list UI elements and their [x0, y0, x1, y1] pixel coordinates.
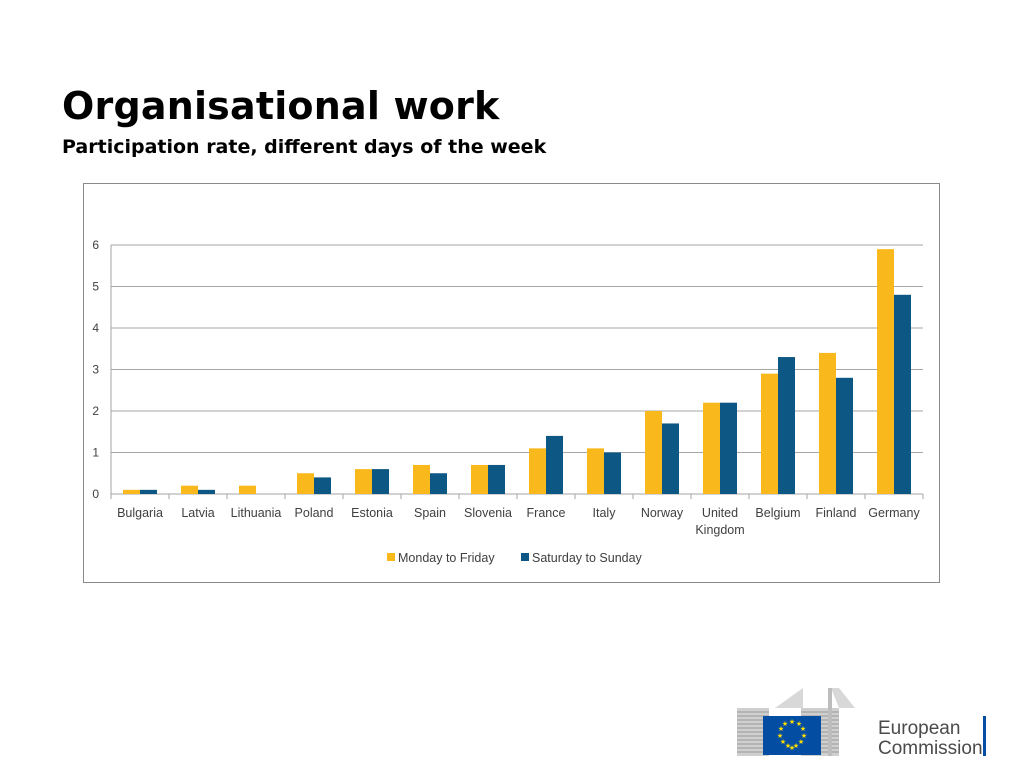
- bar-weekday: [297, 473, 314, 494]
- x-tick-label: Belgium: [755, 506, 800, 520]
- svg-text:★: ★: [777, 732, 783, 740]
- svg-text:★: ★: [789, 718, 795, 726]
- x-tick-label: Norway: [641, 506, 684, 520]
- legend-swatch: [387, 553, 395, 561]
- y-tick-label: 2: [92, 404, 99, 418]
- svg-text:★: ★: [800, 725, 806, 733]
- svg-text:★: ★: [796, 720, 802, 728]
- bar-weekday: [413, 464, 430, 494]
- bar-weekend: [894, 294, 911, 494]
- logo-text-commission: Commission: [878, 738, 983, 759]
- bar-weekend: [778, 357, 795, 494]
- svg-text:★: ★: [798, 738, 804, 746]
- svg-text:★: ★: [785, 742, 791, 750]
- bar-chart: 0 1 2 3 4 5 6 Bulgaria Latvia Lithuania Poland Esto…: [92, 238, 924, 565]
- chart-frame: 0 1 2 3 4 5 6 Bulgaria Latvia Lithuania Poland Esto…: [83, 183, 940, 583]
- eu-flag-icon: [763, 716, 821, 755]
- x-tick-label: Italy: [593, 506, 617, 520]
- bar-weekday: [471, 464, 488, 494]
- bar-weekend: [662, 423, 679, 494]
- y-tick-label: 0: [92, 487, 99, 501]
- bar-weekday: [587, 448, 604, 494]
- bar-weekend: [372, 469, 389, 494]
- legend-label: Monday to Friday: [398, 551, 495, 565]
- x-tick-label: Lithuania: [231, 506, 282, 520]
- x-tick-label: Slovenia: [464, 506, 512, 520]
- bar-weekend: [836, 377, 853, 494]
- bar-weekend: [430, 473, 447, 494]
- x-tick-label: Spain: [414, 506, 446, 520]
- ec-building-icon: ★ ★★ ★★★ ★★★ ★★★: [737, 688, 855, 756]
- bar-weekend: [314, 477, 331, 494]
- svg-text:★: ★: [778, 725, 784, 733]
- page-subtitle: Participation rate, different days of th…: [62, 136, 547, 158]
- bar-weekday: [123, 489, 140, 494]
- page-title: Organisational work: [62, 84, 500, 128]
- x-tick-label: Finland: [816, 506, 857, 520]
- y-tick-label: 4: [92, 321, 99, 335]
- svg-text:★: ★: [793, 742, 799, 750]
- x-tick-label: Latvia: [181, 506, 214, 520]
- svg-text:★: ★: [789, 744, 795, 752]
- bar-weekend: [720, 402, 737, 494]
- bar-weekday: [239, 485, 256, 494]
- bar-weekend: [198, 489, 215, 494]
- x-tick-label: Bulgaria: [117, 506, 163, 520]
- bar-weekend: [546, 435, 563, 494]
- bar-weekday: [529, 448, 546, 494]
- logo-text-european: European: [878, 718, 961, 739]
- logo-divider: [983, 716, 986, 756]
- bar-weekday: [703, 402, 720, 494]
- bar-weekday: [819, 352, 836, 494]
- european-commission-logo: ★ ★ ★ ★ ★ ★ ★ ★ ★ ★ ★ ★ European Commission: [735, 686, 995, 760]
- x-tick-label: France: [527, 506, 566, 520]
- y-tick-label: 6: [92, 238, 99, 252]
- x-tick-label: Germany: [868, 506, 920, 520]
- svg-text:★: ★: [780, 738, 786, 746]
- bar-weekday: [761, 373, 778, 494]
- bar-weekend: [488, 464, 505, 494]
- bar-weekday: [181, 485, 198, 494]
- bar-weekday: [877, 249, 894, 494]
- legend-label: Saturday to Sunday: [532, 551, 643, 565]
- bar-weekday: [645, 411, 662, 494]
- x-tick-label: United Kingdom: [695, 506, 744, 537]
- x-tick-label: Estonia: [351, 506, 393, 520]
- y-tick-label: 1: [92, 446, 99, 460]
- y-tick-label: 5: [92, 280, 99, 294]
- legend-swatch: [521, 553, 529, 561]
- y-tick-label: 3: [92, 363, 99, 377]
- bar-weekday: [355, 469, 372, 494]
- bar-weekend: [140, 489, 157, 494]
- bar-weekend: [604, 452, 621, 494]
- svg-text:★: ★: [801, 732, 807, 740]
- x-tick-label: Poland: [295, 506, 334, 520]
- svg-text:★: ★: [782, 720, 788, 728]
